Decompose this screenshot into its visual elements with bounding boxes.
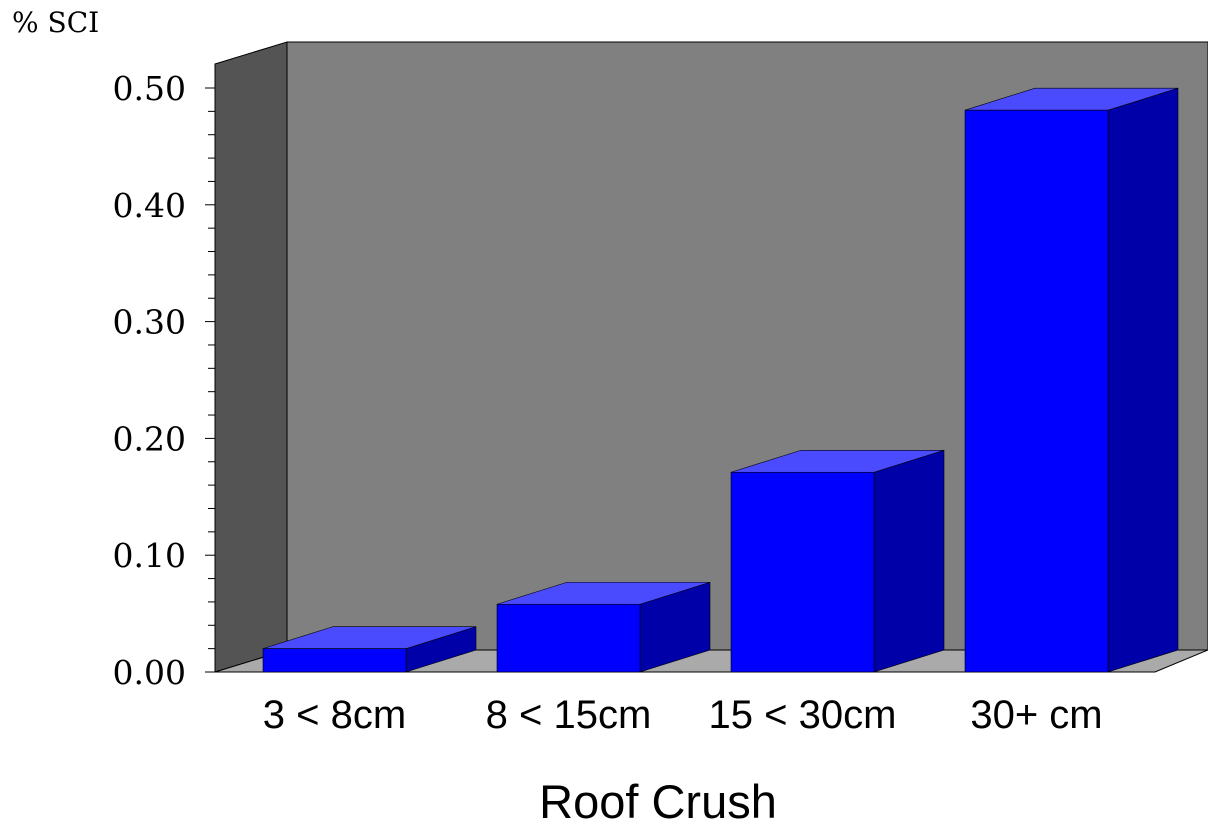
bar-front-face [262,648,407,673]
x-tick-label: 3 < 8cm [263,693,406,737]
x-tick-label: 30+ cm [970,693,1102,737]
bar-front-face [730,471,875,673]
y-tick-label: 0.10 [113,536,186,575]
chart-side-wall [214,41,288,673]
bar-front-face [964,109,1109,673]
x-axis-label: Roof Crush [539,775,777,828]
x-tick-label: 8 < 15cm [486,693,652,737]
y-axis-label: % SCI [12,6,99,39]
bar-side-face [1107,87,1179,673]
bar-front-face [496,603,641,673]
bar-side-face [873,449,945,673]
bar-3 [730,449,945,673]
bar-1 [262,626,477,673]
y-tick-label: 0.20 [113,419,186,458]
y-tick-label: 0.30 [113,303,186,342]
x-tick-label: 15 < 30cm [709,693,897,737]
y-tick-label: 0.00 [113,653,186,692]
y-tick-label: 0.40 [113,186,186,225]
y-tick-label: 0.50 [113,69,186,108]
bar-4 [964,87,1179,673]
bar-2 [496,581,711,673]
